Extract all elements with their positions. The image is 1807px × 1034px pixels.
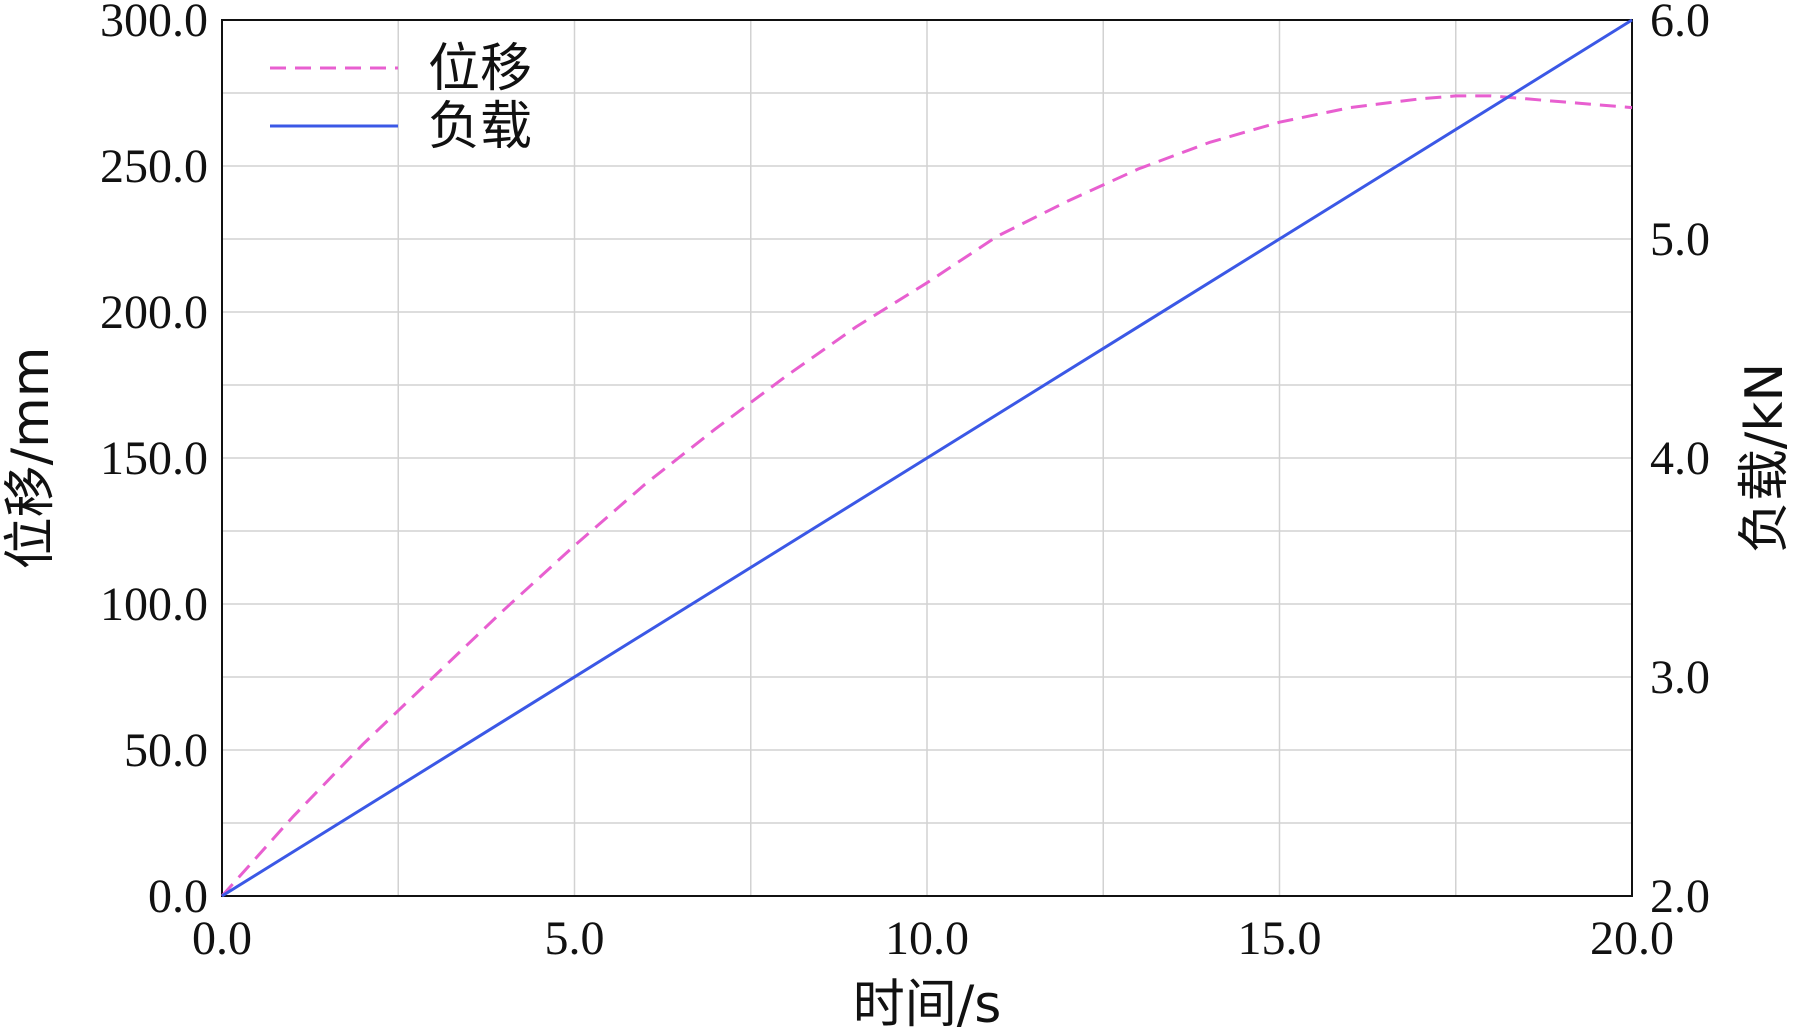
y-left-tick-label: 150.0 [100,432,208,485]
x-tick-label: 0.0 [192,912,252,965]
y-left-tick-label: 200.0 [100,286,208,339]
y-right-tick-label: 6.0 [1650,0,1710,47]
y-left-tick-label: 100.0 [100,578,208,631]
x-axis-label: 时间/s [853,975,1002,1034]
y-right-tick-label: 5.0 [1650,213,1710,266]
y-axis-right-label: 负载/kN [1735,363,1795,554]
series-line-load [221,18,1633,898]
x-tick-label: 10.0 [885,912,969,965]
y-left-tick-label: 250.0 [100,140,208,193]
legend-label: 负载 [428,97,532,157]
x-tick-label: 15.0 [1238,912,1322,965]
y-axis-left-label: 位移/mm [1,347,61,570]
y-right-tick-label: 2.0 [1650,870,1710,923]
plot-frame [221,19,1633,897]
y-left-tick-label: 300.0 [100,0,208,47]
y-left-tick-label: 0.0 [148,870,208,923]
series-line-displacement [220,94,1633,898]
y-left-tick-label: 50.0 [124,724,208,777]
legend-label: 位移 [428,39,532,99]
y-right-tick-label: 4.0 [1650,432,1710,485]
x-tick-label: 5.0 [545,912,605,965]
series-group [220,18,1633,898]
axis-ticks: 0.0 5.0 10.0 15.0 20.0 0.0 50.0 100.0 150.0 200.0… [100,0,1710,965]
x-tick-label: 20.0 [1590,912,1674,965]
y-right-tick-label: 3.0 [1650,651,1710,704]
